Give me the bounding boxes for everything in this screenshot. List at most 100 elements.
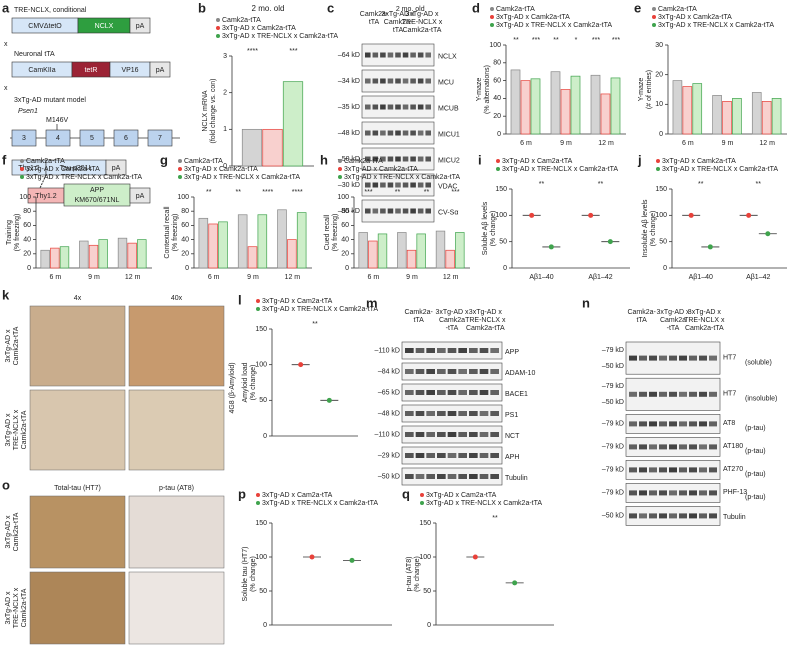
- label: MCUB: [438, 105, 459, 112]
- blot-band: [649, 467, 657, 473]
- blot-band: [387, 52, 394, 58]
- label: 4x: [74, 295, 82, 302]
- legend-marker: [216, 18, 220, 22]
- label: 60: [493, 77, 501, 84]
- label: k: [2, 287, 10, 302]
- blot-band: [372, 156, 379, 162]
- blot-band: [490, 390, 499, 395]
- label: 3: [22, 135, 26, 142]
- label: 3xTg-AD x: [5, 413, 12, 447]
- legend-marker: [338, 167, 342, 171]
- label: n: [582, 295, 590, 310]
- label: 50: [499, 239, 507, 246]
- blot-band: [410, 78, 416, 84]
- label: 3xTg-AD x: [5, 329, 12, 363]
- label: 50: [259, 588, 267, 595]
- blot-band: [417, 156, 424, 162]
- blot-band: [402, 104, 409, 110]
- label: Camk2a-tTA: [496, 6, 535, 13]
- label: VP16: [121, 67, 138, 74]
- label: q: [402, 486, 410, 501]
- blot-band: [490, 474, 499, 479]
- label: 0: [345, 265, 349, 272]
- bar: [257, 214, 268, 269]
- bar: [732, 98, 742, 135]
- label: tTA: [393, 27, 404, 34]
- blot-band: [679, 467, 687, 473]
- label: Camk2a-tTA: [26, 158, 65, 165]
- blot-band: [410, 156, 416, 162]
- blot-band: [437, 474, 446, 479]
- blot-band: [437, 348, 446, 353]
- blot-band: [458, 411, 467, 416]
- label: m: [366, 295, 378, 310]
- link: [39, 174, 47, 189]
- blot-band: [415, 369, 425, 374]
- label: a: [2, 0, 10, 15]
- blot-band: [395, 156, 401, 162]
- blot-band: [490, 411, 499, 416]
- blot-band: [659, 513, 667, 519]
- legend-marker: [420, 493, 424, 497]
- blot-band: [395, 130, 401, 136]
- blot-band: [679, 513, 687, 519]
- blot-band: [405, 411, 414, 416]
- bar: [590, 74, 601, 135]
- bar: [137, 239, 147, 269]
- legend-marker: [338, 159, 342, 163]
- blot-band: [405, 348, 414, 353]
- legend-marker: [420, 501, 424, 505]
- label: (p-tau): [745, 425, 766, 432]
- label: 40x: [171, 295, 183, 302]
- label: 3xTg-AD x Cam2a-tTA: [502, 158, 573, 165]
- label: 50: [259, 397, 267, 404]
- label: j: [637, 152, 642, 167]
- label: Soluble tau (HT7): [242, 547, 249, 602]
- blot-band: [689, 513, 697, 519]
- box: [79, 129, 105, 147]
- label: **: [539, 181, 545, 188]
- legend-marker: [178, 159, 182, 163]
- label: AT180: [723, 443, 743, 450]
- label: g: [160, 152, 168, 167]
- blot-band: [629, 467, 637, 473]
- label: 20: [493, 113, 501, 120]
- label: p-tau (AT8): [406, 557, 413, 592]
- blot-band: [629, 355, 637, 361]
- bar: [241, 128, 263, 167]
- label: Amyloid load: [242, 362, 249, 402]
- label: Camk2a: [439, 317, 465, 324]
- blot-band: [405, 369, 414, 374]
- label: 40: [493, 95, 501, 102]
- label: 3xTg-AD x: [381, 11, 415, 18]
- blot-band: [699, 467, 707, 473]
- label: Y-maze: [638, 78, 645, 102]
- label: pA: [136, 23, 145, 30]
- blot-band: [372, 130, 379, 136]
- blot-band: [437, 411, 446, 416]
- label: 3xTg-AD x TRE-NCLX x Camk2a-tTA: [222, 33, 338, 40]
- label: NCLX: [95, 23, 114, 30]
- blot-band: [490, 453, 499, 458]
- blot-band: [479, 432, 489, 437]
- blot-band: [639, 355, 647, 361]
- label: 3xTg-AD x: [5, 591, 12, 625]
- label: (% freezing): [14, 214, 21, 252]
- blot-band: [425, 182, 431, 188]
- legend-marker: [490, 23, 494, 27]
- blot-band: [629, 391, 637, 397]
- mean-dot: [309, 554, 315, 560]
- label: tTA: [636, 317, 647, 324]
- mean-dot: [607, 239, 613, 245]
- label: CMVΔtetO: [28, 23, 62, 30]
- bar: [600, 93, 611, 135]
- label: pA: [112, 165, 121, 172]
- blot-band: [437, 432, 446, 437]
- label: 100: [419, 554, 431, 561]
- label: TRE-NCLX x: [684, 317, 725, 324]
- label: –50 kD: [602, 513, 624, 520]
- mean-dot: [326, 397, 332, 403]
- label: (% change): [490, 211, 497, 247]
- blot-band: [649, 391, 657, 397]
- blot-band: [365, 104, 371, 110]
